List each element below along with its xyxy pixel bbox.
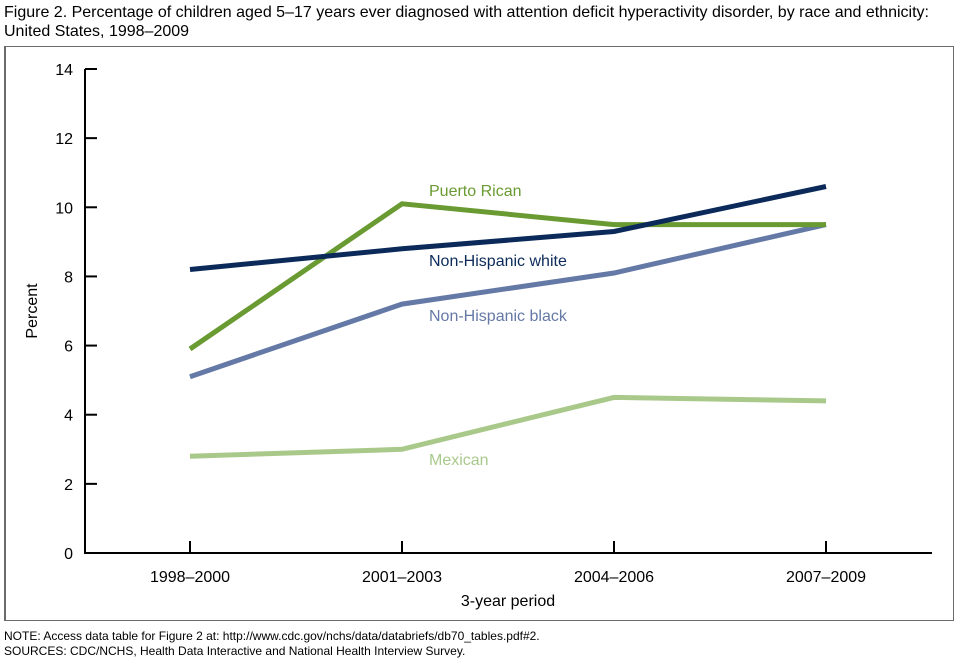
y-tick-label: 12 <box>55 131 73 148</box>
footnotes: NOTE: Access data table for Figure 2 at:… <box>4 629 540 659</box>
series-line-puerto-rican <box>188 201 826 352</box>
series-label-puerto-rican: Puerto Rican <box>429 183 522 200</box>
y-tick-label: 4 <box>64 408 73 425</box>
sources-line: SOURCES: CDC/NCHS, Health Data Interacti… <box>4 644 466 658</box>
series-label-non-hispanic-white: Non-Hispanic white <box>429 253 567 270</box>
note-line: NOTE: Access data table for Figure 2 at:… <box>4 629 540 643</box>
x-axis-title: 3-year period <box>461 593 555 610</box>
y-tick-label: 6 <box>64 339 73 356</box>
x-ticks: 1998–2000 2001–2003 2004–2006 2007–2009 <box>150 541 866 586</box>
y-tick-label: 2 <box>64 477 73 494</box>
y-ticks: 0 2 4 6 8 10 12 14 <box>55 62 97 563</box>
series-labels: Puerto Rican Non-Hispanic white Non-Hispan… <box>429 183 568 469</box>
series-label-non-hispanic-black: Non-Hispanic black <box>429 308 568 325</box>
x-tick-label: 2001–2003 <box>362 569 442 586</box>
series-line-mexican <box>189 394 827 459</box>
x-tick-label: 2007–2009 <box>786 569 866 586</box>
x-tick-label: 1998–2000 <box>150 569 230 586</box>
chart-frame <box>4 46 954 621</box>
y-tick-label: 10 <box>55 200 73 217</box>
y-tick-label: 0 <box>64 546 73 563</box>
series-line-non-hispanic-white <box>189 184 827 272</box>
figure-title: Figure 2. Percentage of children aged 5–… <box>4 4 929 40</box>
y-tick-label: 8 <box>64 269 73 286</box>
series-label-mexican: Mexican <box>429 452 489 469</box>
x-tick-label: 2004–2006 <box>574 569 654 586</box>
y-tick-label: 14 <box>55 62 73 79</box>
y-axis-title: Percent <box>24 283 41 339</box>
axes <box>84 69 932 554</box>
series-lines <box>188 184 827 459</box>
series-line-non-hispanic-black <box>189 222 827 380</box>
